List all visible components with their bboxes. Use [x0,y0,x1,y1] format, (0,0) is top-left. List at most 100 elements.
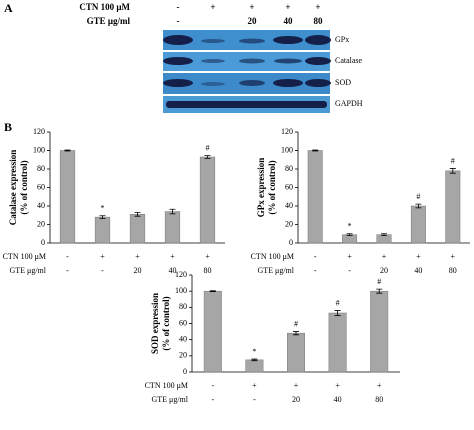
lane-label: - [101,266,104,275]
lane-label: 20 [134,266,142,275]
lane-label: + [210,2,215,12]
panel-label: B [4,120,12,134]
y-tick-label: 100 [175,286,187,295]
error-bar [376,288,383,294]
band [305,35,331,45]
y-tick-label: 120 [175,270,187,279]
y-tick-label: 60 [37,182,45,191]
lane-label: + [451,252,456,261]
annotation: * [348,222,352,231]
lane-label: 40 [414,266,422,275]
bar [328,312,347,373]
lane-label: + [382,252,387,261]
y-axis-label: (% of control) [267,160,277,214]
error-bar [209,290,216,292]
lane-label: 40 [284,16,294,26]
lane-label: + [315,2,320,12]
band [239,38,265,44]
y-tick-label: 20 [37,219,45,228]
y-tick-label: 100 [33,145,45,154]
y-axis-label: (% of control) [19,160,29,214]
lane-label: - [314,266,317,275]
row-label: GTE μg/ml [257,266,294,275]
y-tick-label: 60 [179,318,187,327]
y-tick-label: 20 [285,219,293,228]
y-axis-label: (% of control) [161,296,171,350]
error-bar [134,212,141,217]
bar [164,211,181,244]
lane-label: 80 [449,266,457,275]
band-label: GAPDH [335,99,363,108]
y-axis-label: SOD expression [150,293,160,354]
error-bar [415,203,422,209]
lane-label: 40 [334,395,342,404]
lane-label: - [348,266,351,275]
y-tick-label: 120 [281,127,293,136]
y-axis-label: GPx expression [256,158,266,218]
lane-label: 80 [375,395,383,404]
lane-label: 40 [169,266,177,275]
lane-label: - [66,252,69,261]
lane-label: + [347,252,352,261]
bar [287,332,305,373]
error-bar [293,331,299,336]
y-tick-label: 60 [285,182,293,191]
error-bar [64,149,71,152]
lane-label: - [253,395,256,404]
lane-label: + [135,252,140,261]
error-bar [312,149,319,152]
y-tick-label: 0 [41,238,45,247]
error-bar [346,233,353,236]
error-bar [251,358,258,362]
lane-label: + [285,2,290,12]
bar [199,156,216,244]
lane-label: - [177,2,180,12]
panel-label: A [4,1,13,15]
lane-label: 80 [314,16,324,26]
bar [129,214,146,244]
bar [370,290,389,373]
band [163,79,193,87]
row-label: CTN 100 μM [145,381,188,390]
y-tick-label: 40 [285,201,293,210]
lane-label: + [100,252,105,261]
band [201,82,225,86]
lane-label: 20 [380,266,388,275]
error-bar [204,155,211,159]
lane-label: + [252,381,257,390]
band-label: GPx [335,35,349,44]
lane-label: - [66,266,69,275]
y-tick-label: 0 [289,238,293,247]
y-tick-label: 0 [183,367,187,376]
y-tick-label: 40 [37,201,45,210]
lane-label: + [170,252,175,261]
bar [59,150,76,244]
band [201,59,225,63]
error-bar [334,310,341,316]
annotation: # [416,192,420,201]
lane-label: 80 [204,266,212,275]
y-tick-label: 80 [285,164,293,173]
annotation: # [377,277,381,286]
bar [445,170,461,244]
y-tick-label: 80 [179,302,187,311]
error-bar [169,208,176,215]
lane-label: + [294,381,299,390]
bar [94,216,111,244]
lane-label: 20 [248,16,258,26]
y-tick-label: 80 [37,164,45,173]
lane-label: + [377,381,382,390]
band-label: SOD [335,78,351,87]
annotation: * [101,204,105,213]
lane-label: 20 [292,395,300,404]
band [305,79,331,87]
annotation: # [451,156,455,165]
y-axis-label: Catalase expression [8,150,18,226]
y-tick-label: 100 [281,145,293,154]
blot [163,30,331,113]
row-label: GTE μg/ml [151,395,188,404]
error-bar [449,168,456,174]
y-tick-label: 120 [33,127,45,136]
